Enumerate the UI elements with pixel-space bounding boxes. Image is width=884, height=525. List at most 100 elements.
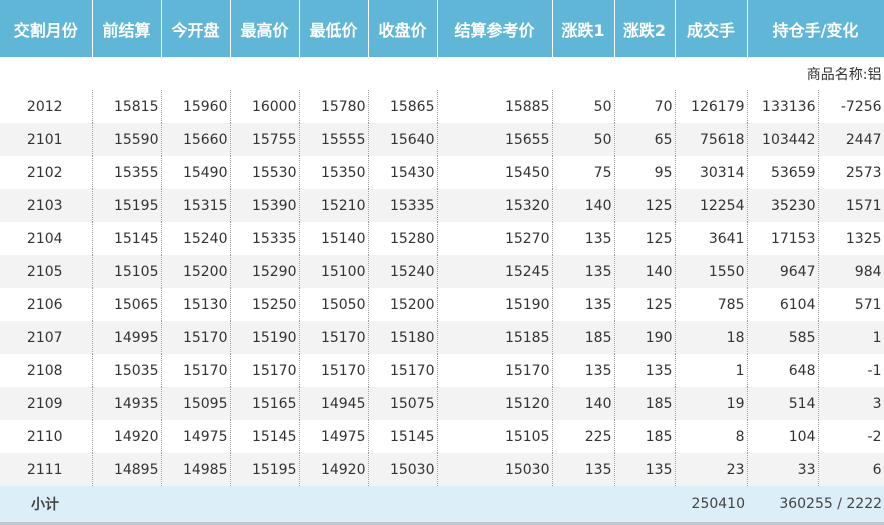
cell: 75 (552, 156, 615, 189)
cell: 15320 (437, 189, 553, 222)
cell: 15590 (92, 123, 162, 156)
cell: 75618 (675, 123, 748, 156)
cell: 15185 (437, 321, 553, 354)
cell: 2573 (818, 156, 884, 189)
cell: 15065 (92, 288, 162, 321)
subtotal-row: 小计 250410 360255 / 2222 (0, 486, 884, 522)
cell: 2104 (0, 222, 93, 255)
cell: 2105 (0, 255, 93, 288)
cell: 126179 (675, 90, 748, 123)
cell: 15315 (161, 189, 231, 222)
table-body: 商品名称:铝 2012 15815 15960 16000 15780 15865 15885… (0, 57, 884, 522)
cell: 15170 (161, 321, 231, 354)
cell: 14945 (299, 387, 369, 420)
column-header: 最低价 (299, 0, 369, 57)
cell: 140 (614, 255, 676, 288)
cell: 15240 (368, 255, 438, 288)
cell: 15430 (368, 156, 438, 189)
cell: 571 (818, 288, 884, 321)
cell: 2110 (0, 420, 93, 453)
cell: 1571 (818, 189, 884, 222)
cell: 14975 (161, 420, 231, 453)
cell: 14920 (92, 420, 162, 453)
cell: 15140 (299, 222, 369, 255)
cell: 15270 (437, 222, 553, 255)
cell: 9647 (747, 255, 819, 288)
cell: 50 (552, 123, 615, 156)
cell: 18 (675, 321, 748, 354)
cell: 23 (675, 453, 748, 486)
cell: 1 (675, 354, 748, 387)
cell: 15100 (299, 255, 369, 288)
column-header: 交割月份 (0, 0, 93, 57)
cell: 1 (818, 321, 884, 354)
cell: 15865 (368, 90, 438, 123)
cell: 53659 (747, 156, 819, 189)
spacer (92, 486, 675, 522)
cell: 135 (614, 453, 676, 486)
cell: 95 (614, 156, 676, 189)
cell: 125 (614, 288, 676, 321)
cell: 190 (614, 321, 676, 354)
cell: 19 (675, 387, 748, 420)
cell: 15530 (230, 156, 300, 189)
cell: 15095 (161, 387, 231, 420)
cell: 15075 (368, 387, 438, 420)
data-row: 2108 15035 15170 15170 15170 15170 15170 135 135… (0, 354, 884, 387)
cell: 135 (614, 354, 676, 387)
cell: 15640 (368, 123, 438, 156)
cell: 15240 (161, 222, 231, 255)
cell: 8 (675, 420, 748, 453)
column-header: 成交手 (675, 0, 748, 57)
data-row: 2103 15195 15315 15390 15210 15335 15320 140 125… (0, 189, 884, 222)
cell: 185 (614, 387, 676, 420)
cell: 15050 (299, 288, 369, 321)
cell: 514 (747, 387, 819, 420)
cell: 15130 (161, 288, 231, 321)
cell: 14920 (299, 453, 369, 486)
cell: 3 (818, 387, 884, 420)
column-header: 持仓手/变化 (747, 0, 884, 57)
cell: 1550 (675, 255, 748, 288)
cell: 15350 (299, 156, 369, 189)
cell: 135 (552, 453, 615, 486)
cell: 2109 (0, 387, 93, 420)
cell: 14995 (92, 321, 162, 354)
data-row: 2106 15065 15130 15250 15050 15200 15190 135 125… (0, 288, 884, 321)
data-row: 2105 15105 15200 15290 15100 15240 15245 135 140… (0, 255, 884, 288)
cell: 15280 (368, 222, 438, 255)
column-header: 涨跌1 (552, 0, 615, 57)
cell: 15170 (299, 354, 369, 387)
cell: 30314 (675, 156, 748, 189)
cell: 2447 (818, 123, 884, 156)
cell: 15885 (437, 90, 553, 123)
cell: 2102 (0, 156, 93, 189)
cell: 2111 (0, 453, 93, 486)
cell: 35230 (747, 189, 819, 222)
cell: 135 (552, 222, 615, 255)
cell: 15200 (368, 288, 438, 321)
cell: 135 (552, 354, 615, 387)
cell: 70 (614, 90, 676, 123)
cell: 1325 (818, 222, 884, 255)
cell: 15210 (299, 189, 369, 222)
data-row: 2101 15590 15660 15755 15555 15640 15655 50 65 75… (0, 123, 884, 156)
cell: 15170 (161, 354, 231, 387)
data-row: 2107 14995 15170 15190 15170 15180 15185 185 190… (0, 321, 884, 354)
subtotal-label: 小计 (0, 486, 92, 522)
cell: 2012 (0, 90, 93, 123)
cell: 15035 (92, 354, 162, 387)
cell: 15450 (437, 156, 553, 189)
cell: 585 (747, 321, 819, 354)
subtotal-volume: 250410 (675, 486, 747, 522)
cell: 6104 (747, 288, 819, 321)
cell: 15145 (230, 420, 300, 453)
cell: 14935 (92, 387, 162, 420)
cell: 15390 (230, 189, 300, 222)
cell: 135 (552, 255, 615, 288)
cell: 648 (747, 354, 819, 387)
cell: 2101 (0, 123, 93, 156)
cell: -7256 (818, 90, 884, 123)
cell: 133136 (747, 90, 819, 123)
